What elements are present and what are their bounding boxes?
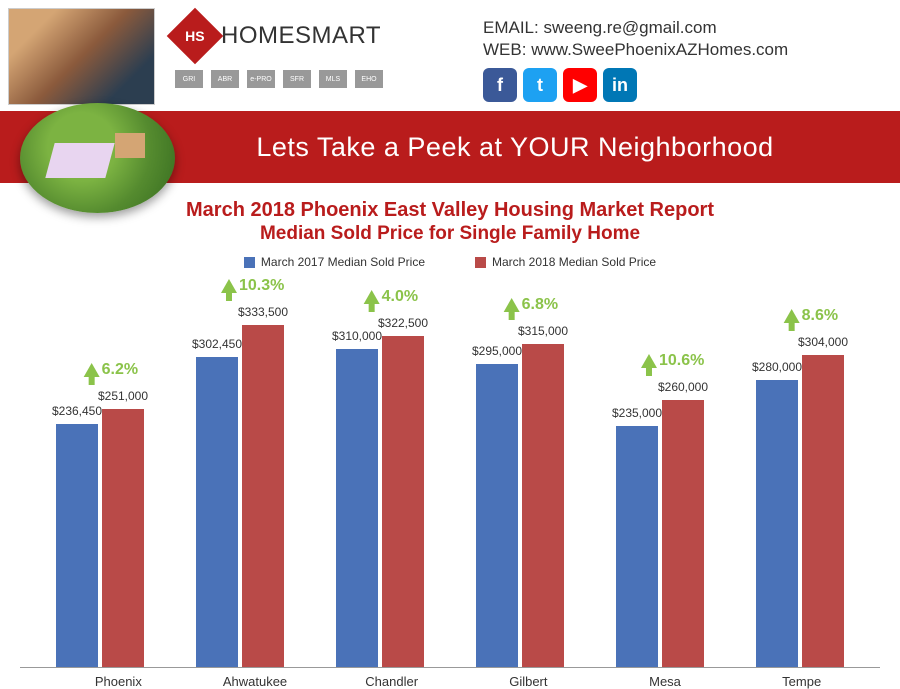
pct-text: 10.3% (239, 277, 284, 295)
bar-value-label: $315,000 (518, 324, 568, 338)
bar-value-label: $310,000 (332, 329, 382, 343)
bar-2018: $322,500 (382, 336, 424, 667)
cert-badge: GRI (175, 70, 203, 88)
web-value: www.SweePhoenixAZHomes.com (531, 40, 788, 59)
pct-change: 4.0% (364, 288, 418, 306)
city-bar-group: $236,450$251,0006.2% (30, 277, 170, 667)
pct-text: 6.8% (522, 296, 558, 314)
bar-value-label: $302,450 (192, 337, 242, 351)
bar-2018: $315,000 (522, 344, 564, 667)
x-axis-label: Mesa (597, 674, 734, 689)
cert-badge: EHO (355, 70, 383, 88)
email-line: EMAIL: sweeng.re@gmail.com (483, 18, 880, 38)
email-value: sweeng.re@gmail.com (543, 18, 716, 37)
city-bar-group: $280,000$304,0008.6% (730, 277, 870, 667)
legend-item: March 2018 Median Sold Price (475, 255, 656, 269)
bar-2017: $302,450 (196, 357, 238, 667)
chart-title: March 2018 Phoenix East Valley Housing M… (20, 197, 880, 223)
x-axis-labels: PhoenixAhwatukeeChandlerGilbertMesaTempe (20, 668, 880, 689)
pct-text: 10.6% (659, 352, 704, 370)
homesmart-logo: HS HOMESMART (175, 16, 383, 56)
legend-swatch (475, 257, 486, 268)
bar-value-label: $260,000 (658, 380, 708, 394)
arrow-up-icon (221, 279, 237, 293)
arrow-up-icon (84, 363, 100, 377)
chart-subtitle: Median Sold Price for Single Family Home (20, 223, 880, 245)
x-axis-label: Phoenix (50, 674, 187, 689)
agent-photo (8, 8, 155, 105)
arrow-up-icon (784, 309, 800, 323)
bar-2018: $333,500 (242, 325, 284, 667)
bar-value-label: $280,000 (752, 360, 802, 374)
city-bar-group: $295,000$315,0006.8% (450, 277, 590, 667)
neighborhood-illustration (20, 103, 175, 213)
legend-item: March 2017 Median Sold Price (244, 255, 425, 269)
facebook-icon[interactable]: f (483, 68, 517, 102)
city-bar-group: $235,000$260,00010.6% (590, 277, 730, 667)
city-bar-group: $302,450$333,50010.3% (170, 277, 310, 667)
banner: Lets Take a Peek at YOUR Neighborhood (0, 111, 900, 183)
pct-change: 8.6% (784, 307, 838, 325)
pct-text: 4.0% (382, 288, 418, 306)
certification-row: GRI ABR e-PRO SFR MLS EHO (175, 70, 383, 88)
brand-diamond-icon: HS (167, 8, 224, 65)
brand-name: HOMESMART (221, 22, 381, 50)
arrow-up-icon (364, 290, 380, 304)
pct-change: 10.6% (641, 352, 704, 370)
pct-change: 6.2% (84, 361, 138, 379)
pct-text: 6.2% (102, 361, 138, 379)
legend-swatch (244, 257, 255, 268)
pct-change: 6.8% (504, 296, 558, 314)
cert-badge: e-PRO (247, 70, 275, 88)
legend-label: March 2017 Median Sold Price (261, 255, 425, 269)
chart-area: March 2018 Phoenix East Valley Housing M… (0, 183, 900, 689)
email-label: EMAIL: (483, 18, 539, 37)
x-axis-label: Chandler (323, 674, 460, 689)
linkedin-icon[interactable]: in (603, 68, 637, 102)
bar-2017: $235,000 (616, 426, 658, 667)
twitter-icon[interactable]: t (523, 68, 557, 102)
cert-badge: ABR (211, 70, 239, 88)
bar-2017: $280,000 (756, 380, 798, 667)
social-row: ft▶in (483, 68, 880, 102)
bar-value-label: $304,000 (798, 335, 848, 349)
pct-change: 10.3% (221, 277, 284, 295)
legend-label: March 2018 Median Sold Price (492, 255, 656, 269)
arrow-up-icon (641, 354, 657, 368)
bar-2017: $310,000 (336, 349, 378, 667)
cert-badge: MLS (319, 70, 347, 88)
bar-value-label: $251,000 (98, 389, 148, 403)
brand-block: HS HOMESMART GRI ABR e-PRO SFR MLS EHO (175, 8, 383, 88)
bar-2017: $236,450 (56, 424, 98, 667)
bar-2018: $251,000 (102, 409, 144, 667)
pct-text: 8.6% (802, 307, 838, 325)
bar-2018: $304,000 (802, 355, 844, 667)
city-bar-group: $310,000$322,5004.0% (310, 277, 450, 667)
header: HS HOMESMART GRI ABR e-PRO SFR MLS EHO EMAIL:… (0, 0, 900, 105)
bar-value-label: $295,000 (472, 344, 522, 358)
chart-legend: March 2017 Median Sold Price March 2018 M… (20, 255, 880, 269)
cert-badge: SFR (283, 70, 311, 88)
bar-chart: $236,450$251,0006.2%$302,450$333,50010.3… (20, 277, 880, 668)
bar-value-label: $236,450 (52, 404, 102, 418)
web-line: WEB: www.SweePhoenixAZHomes.com (483, 40, 880, 60)
arrow-up-icon (504, 298, 520, 312)
web-label: WEB: (483, 40, 526, 59)
bar-2017: $295,000 (476, 364, 518, 667)
bar-value-label: $333,500 (238, 305, 288, 319)
youtube-icon[interactable]: ▶ (563, 68, 597, 102)
bar-value-label: $322,500 (378, 316, 428, 330)
bar-value-label: $235,000 (612, 406, 662, 420)
x-axis-label: Ahwatukee (187, 674, 324, 689)
x-axis-label: Gilbert (460, 674, 597, 689)
contact-block: EMAIL: sweeng.re@gmail.com WEB: www.Swee… (403, 8, 880, 102)
x-axis-label: Tempe (733, 674, 870, 689)
bar-2018: $260,000 (662, 400, 704, 667)
